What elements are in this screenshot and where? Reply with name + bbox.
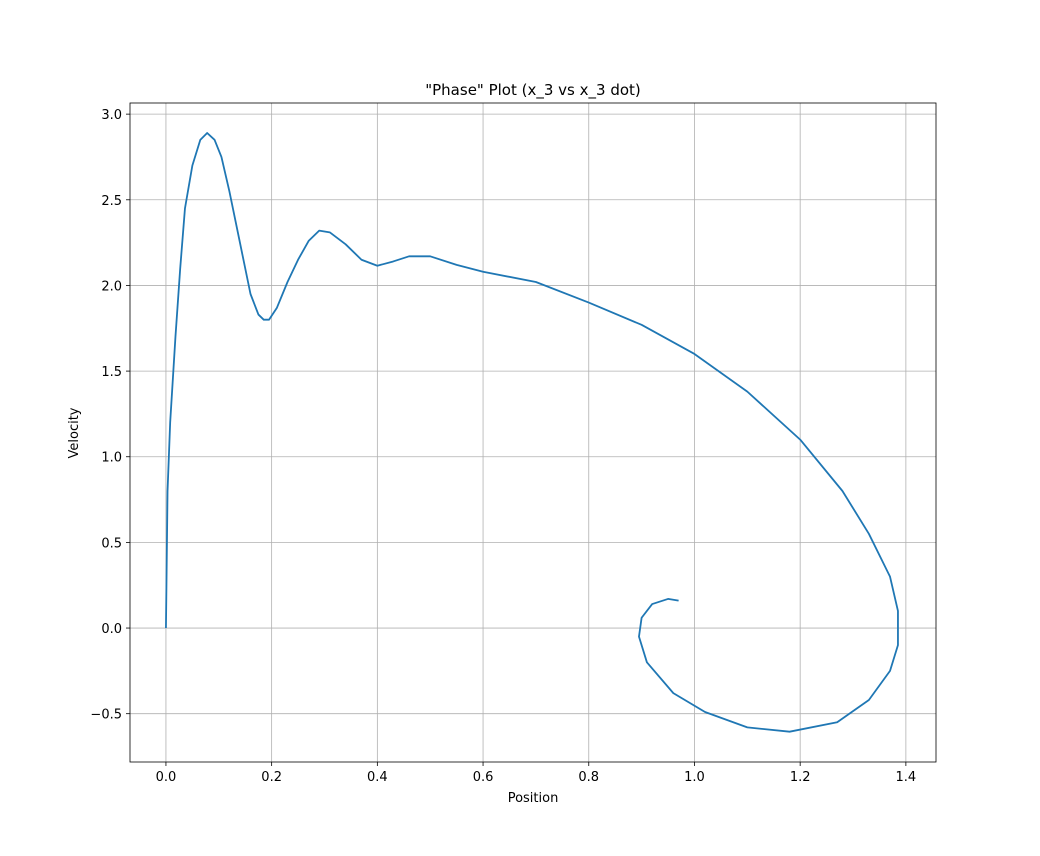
x-tick-label: 1.0: [684, 770, 705, 785]
x-tick-label: 0.0: [156, 770, 177, 785]
y-tick-label: 2.5: [101, 194, 122, 209]
x-tick-label: 0.4: [367, 770, 388, 785]
x-axis-label: Position: [508, 791, 559, 806]
y-tick-label: 2.0: [101, 279, 122, 294]
plot-frame: [129, 102, 937, 763]
y-tick-label: −0.5: [90, 708, 122, 723]
y-tick-label: 1.0: [101, 451, 122, 466]
x-tick-label: 0.6: [473, 770, 494, 785]
y-axis-label: Velocity: [67, 407, 82, 458]
x-tick-label: 1.4: [896, 770, 917, 785]
x-tick-label: 1.2: [790, 770, 811, 785]
data-line: [165, 132, 899, 733]
y-tick-label: 1.5: [101, 365, 122, 380]
y-tick-label: 0.5: [101, 536, 122, 551]
y-tick-label: 0.0: [101, 622, 122, 637]
chart-title: "Phase" Plot (x_3 vs x_3 dot): [425, 81, 641, 100]
x-tick-label: 0.2: [261, 770, 282, 785]
x-tick-label: 0.8: [578, 770, 599, 785]
y-tick-label: 3.0: [101, 108, 122, 123]
